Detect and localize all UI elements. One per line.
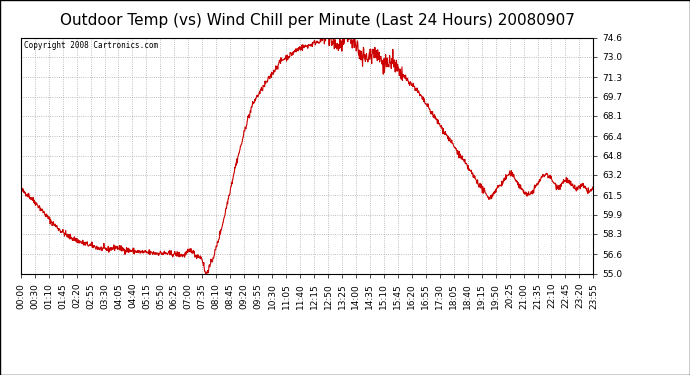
Text: Outdoor Temp (vs) Wind Chill per Minute (Last 24 Hours) 20080907: Outdoor Temp (vs) Wind Chill per Minute … <box>60 13 575 28</box>
Text: Copyright 2008 Cartronics.com: Copyright 2008 Cartronics.com <box>23 41 158 50</box>
